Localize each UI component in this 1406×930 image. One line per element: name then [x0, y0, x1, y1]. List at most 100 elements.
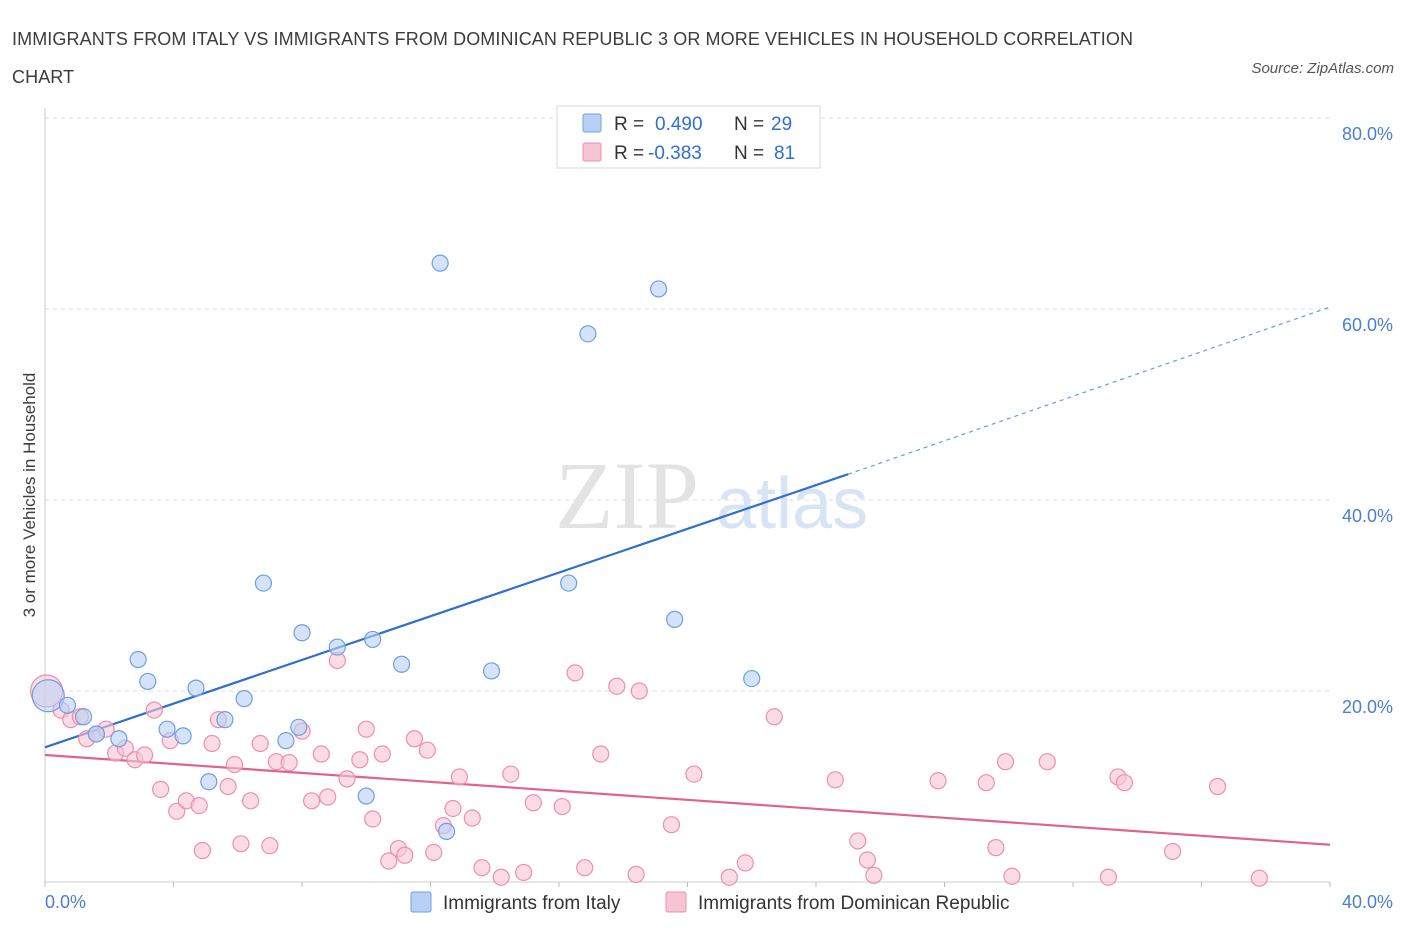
- italy-point: [254, 574, 273, 592]
- dr-point: [1099, 868, 1117, 886]
- y-tick-label: 40.0%: [1342, 506, 1393, 526]
- dr-point: [736, 854, 754, 872]
- dr-point: [425, 843, 443, 861]
- dr-point: [373, 745, 391, 763]
- dr-point: [1038, 753, 1056, 771]
- italy-point: [187, 679, 205, 697]
- dr-point: [1163, 842, 1182, 861]
- dr-point: [515, 863, 533, 882]
- bottom-legend: Immigrants from Italy Immigrants from Do…: [410, 891, 1010, 914]
- italy-point: [158, 720, 176, 738]
- dr-point: [592, 745, 610, 763]
- dr-trend-line: [44, 753, 1331, 846]
- dr-point: [261, 837, 279, 855]
- dr-point: [152, 780, 170, 798]
- dr-point: [627, 865, 645, 883]
- dr-point: [765, 708, 783, 726]
- dr-point: [1115, 774, 1134, 792]
- italy-point: [743, 669, 761, 688]
- source-label: Source: ZipAtlas.com: [1251, 60, 1394, 77]
- italy-point: [235, 690, 253, 708]
- italy-legend-label: Immigrants from Italy: [443, 893, 621, 914]
- watermark-zip: ZIP: [555, 442, 699, 549]
- dr-point: [858, 851, 877, 869]
- y-axis-title: 3 or more Vehicles in Household: [20, 373, 39, 618]
- dr-point: [193, 841, 212, 860]
- dr-point: [232, 835, 250, 853]
- italy-point: [87, 725, 106, 743]
- dr-point: [303, 792, 321, 810]
- dr-point: [242, 792, 260, 810]
- dr-point: [145, 701, 163, 719]
- dr-point: [190, 796, 208, 815]
- dr-n-value: 81: [774, 143, 795, 164]
- x-tick-label: 40.0%: [1342, 892, 1393, 912]
- italy-point: [579, 325, 597, 343]
- italy-point: [431, 254, 449, 272]
- dr-point: [720, 868, 738, 886]
- dr-point: [405, 730, 424, 748]
- dr-point: [576, 859, 594, 877]
- italy-r-label: R =: [614, 114, 644, 135]
- y-tick-label: 20.0%: [1342, 697, 1393, 717]
- dr-point: [977, 774, 995, 792]
- dr-point: [463, 809, 481, 827]
- dr-point: [473, 859, 491, 877]
- dr-point: [524, 794, 542, 812]
- italy-point: [392, 655, 411, 673]
- dr-point: [492, 868, 510, 886]
- y-tick-label: 60.0%: [1342, 315, 1393, 335]
- italy-point: [364, 630, 382, 649]
- dr-point: [929, 772, 947, 790]
- dr-point: [1208, 777, 1227, 796]
- dr-point: [135, 746, 154, 764]
- watermark: ZIP atlas: [555, 442, 868, 549]
- dr-point: [319, 788, 337, 806]
- dr-point: [608, 677, 626, 695]
- dr-point: [219, 777, 237, 796]
- dr-point: [553, 797, 571, 816]
- italy-point: [277, 732, 295, 750]
- italy-point: [174, 727, 192, 745]
- y-tick-label: 80.0%: [1342, 124, 1393, 144]
- dr-point: [357, 720, 375, 738]
- dr-point: [502, 765, 520, 783]
- dr-point: [566, 664, 584, 682]
- dr-point: [203, 734, 221, 753]
- dr-point: [987, 839, 1005, 857]
- dr-point: [418, 741, 436, 759]
- dr-point: [351, 751, 369, 769]
- chart-title: IMMIGRANTS FROM ITALY VS IMMIGRANTS FROM…: [12, 29, 1134, 87]
- italy-r-value: 0.490: [655, 114, 703, 135]
- data-points: [30, 254, 1268, 887]
- dr-point: [225, 755, 244, 774]
- italy-trend-line: [44, 473, 849, 749]
- italy-point: [437, 822, 456, 840]
- italy-point: [649, 280, 668, 298]
- dr-point: [251, 734, 269, 753]
- grid-lines: [45, 117, 1330, 692]
- italy-point: [129, 650, 147, 669]
- italy-point: [74, 708, 93, 726]
- italy-n-value: 29: [771, 114, 792, 135]
- x-tick-label: 0.0%: [45, 892, 86, 912]
- italy-n-label: N =: [734, 114, 764, 135]
- italy-point: [139, 672, 157, 691]
- dr-point: [996, 753, 1015, 771]
- dr-point: [380, 852, 398, 870]
- watermark-atlas: atlas: [716, 464, 868, 544]
- dr-point: [1250, 869, 1268, 887]
- italy-point: [216, 711, 234, 729]
- dr-point: [685, 765, 703, 783]
- dr-r-label: R =: [614, 143, 644, 164]
- dr-point: [444, 799, 462, 818]
- dr-point: [338, 770, 356, 788]
- italy-legend-swatch: [582, 113, 602, 133]
- trend-lines: [44, 306, 1331, 846]
- dr-legend-label: Immigrants from Dominican Republic: [698, 893, 1010, 914]
- stats-legend: R = 0.490 N = 29 R = -0.383 N = 81: [556, 105, 821, 169]
- italy-point: [328, 638, 346, 656]
- dr-r-value: -0.383: [648, 143, 702, 164]
- italy-point: [58, 696, 77, 714]
